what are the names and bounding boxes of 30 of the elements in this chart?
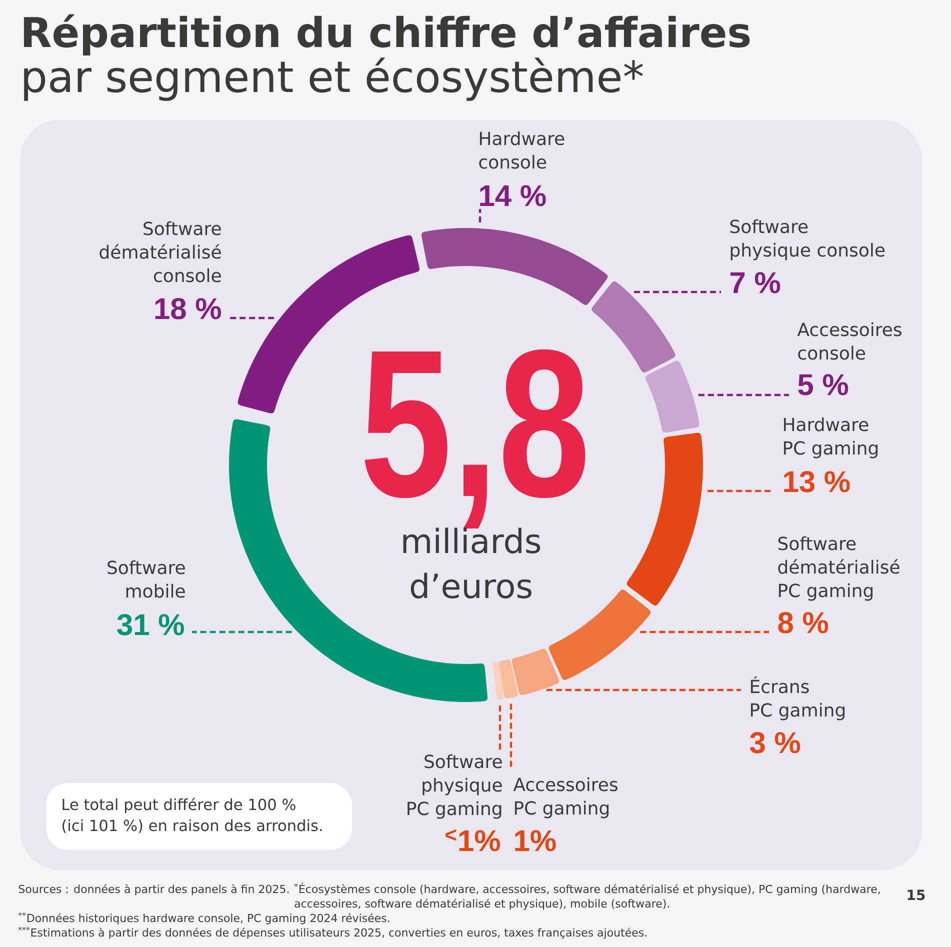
data-label: 5 % xyxy=(798,374,848,396)
data-label: 3 % xyxy=(750,732,800,754)
text: $^{**}$Données historiques hardware console, PC gaming 2024 révisées. xyxy=(18,912,390,924)
chart-title: Répartition du chiffre d’affaires xyxy=(24,14,750,56)
data-label: $^{<}$1% xyxy=(446,829,500,852)
text: 5,8 xyxy=(364,349,586,528)
data-label: 14 % xyxy=(480,185,546,206)
slice-label: Software physique console xyxy=(730,219,885,260)
slice-label: Software dématérialisé console xyxy=(100,221,221,282)
text: milliards d’euros xyxy=(403,528,540,598)
text: $^{***}$Estimations à partir des données de dépenses utilisateurs 2025, converties en euros, taxes françaises ajoutées. xyxy=(18,926,646,939)
slice-label: Software physique PC gaming xyxy=(408,754,502,819)
slice-label: Hardware PC gaming xyxy=(784,417,878,458)
text: Le total peut différer de 100 % (ici 101 %) en raison des arrondis. xyxy=(62,798,322,834)
slice-label: Accessoires PC gaming xyxy=(513,777,618,818)
slice-label: Hardware console xyxy=(479,131,564,169)
data-label: 8 % xyxy=(778,612,828,634)
data-label: 31 % xyxy=(117,614,184,636)
data-label: 7 % xyxy=(730,272,780,294)
slice-label: Écrans PC gaming xyxy=(750,676,845,720)
slice-label: Accessoires console xyxy=(797,322,902,360)
slice-label: Software mobile xyxy=(108,560,185,598)
slice-label: Software dématérialisé PC gaming xyxy=(778,536,900,601)
text: $^{*}$Écosystèmes console (hardware, accessoires, software dématérialisé et physique), PC gaming (hardware, accessoires, software dématérialisé et physique), mobile (software). xyxy=(294,882,880,910)
text: 15 xyxy=(908,890,925,900)
chart-subtitle: par segment et écosystème* xyxy=(24,58,643,101)
data-label: 1% xyxy=(515,830,556,852)
data-label: 13 % xyxy=(784,471,850,492)
data-label: 18 % xyxy=(155,298,221,320)
source-note: Sources : données à partir des panels à fin 2025. xyxy=(18,884,289,896)
